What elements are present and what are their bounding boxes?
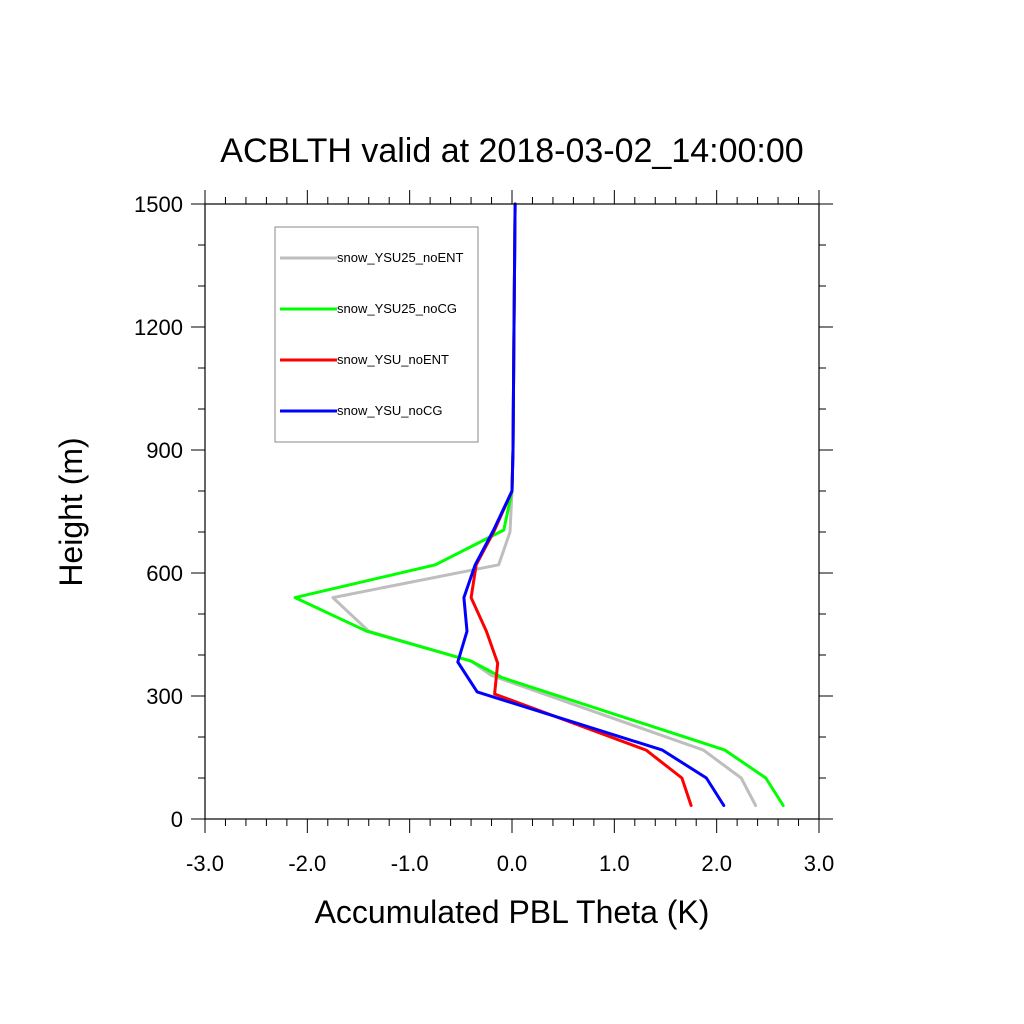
y-axis-label: Height (m) — [53, 437, 89, 586]
legend-label-4: snow_YSU_noCG — [337, 403, 443, 418]
legend-label-1: snow_YSU25_noENT — [337, 250, 464, 265]
x-tick-label: -2.0 — [288, 851, 326, 876]
x-tick-label: 3.0 — [804, 851, 835, 876]
y-tick-label: 1500 — [134, 192, 183, 217]
legend-box — [274, 226, 479, 443]
x-tick-label: 2.0 — [701, 851, 732, 876]
plot-area — [293, 202, 785, 807]
axes: -3.0 -2.0 -1.0 0.0 1.0 2.0 3.0 0 300 600 900 1200 15… — [134, 190, 834, 876]
x-tick-label: -3.0 — [186, 851, 224, 876]
y-tick-label: 900 — [146, 438, 183, 463]
legend: snow_YSU25_noENT snow_YSU25_noCG snow_YSU_… — [274, 226, 479, 443]
series-line-4 — [456, 202, 726, 807]
x-axis-label: Accumulated PBL Theta (K) — [315, 894, 710, 930]
legend-label-3: snow_YSU_noENT — [337, 352, 449, 367]
legend-label-2: snow_YSU25_noCG — [337, 301, 457, 316]
y-tick-label: 600 — [146, 561, 183, 586]
chart-title: ACBLTH valid at 2018-03-02_14:00:00 — [220, 132, 803, 170]
y-tick-label: 1200 — [134, 315, 183, 340]
y-tick-label: 0 — [171, 807, 183, 832]
x-tick-label: 1.0 — [599, 851, 630, 876]
y-tick-label: 300 — [146, 684, 183, 709]
x-tick-label: -1.0 — [391, 851, 429, 876]
x-tick-label: 0.0 — [497, 851, 528, 876]
